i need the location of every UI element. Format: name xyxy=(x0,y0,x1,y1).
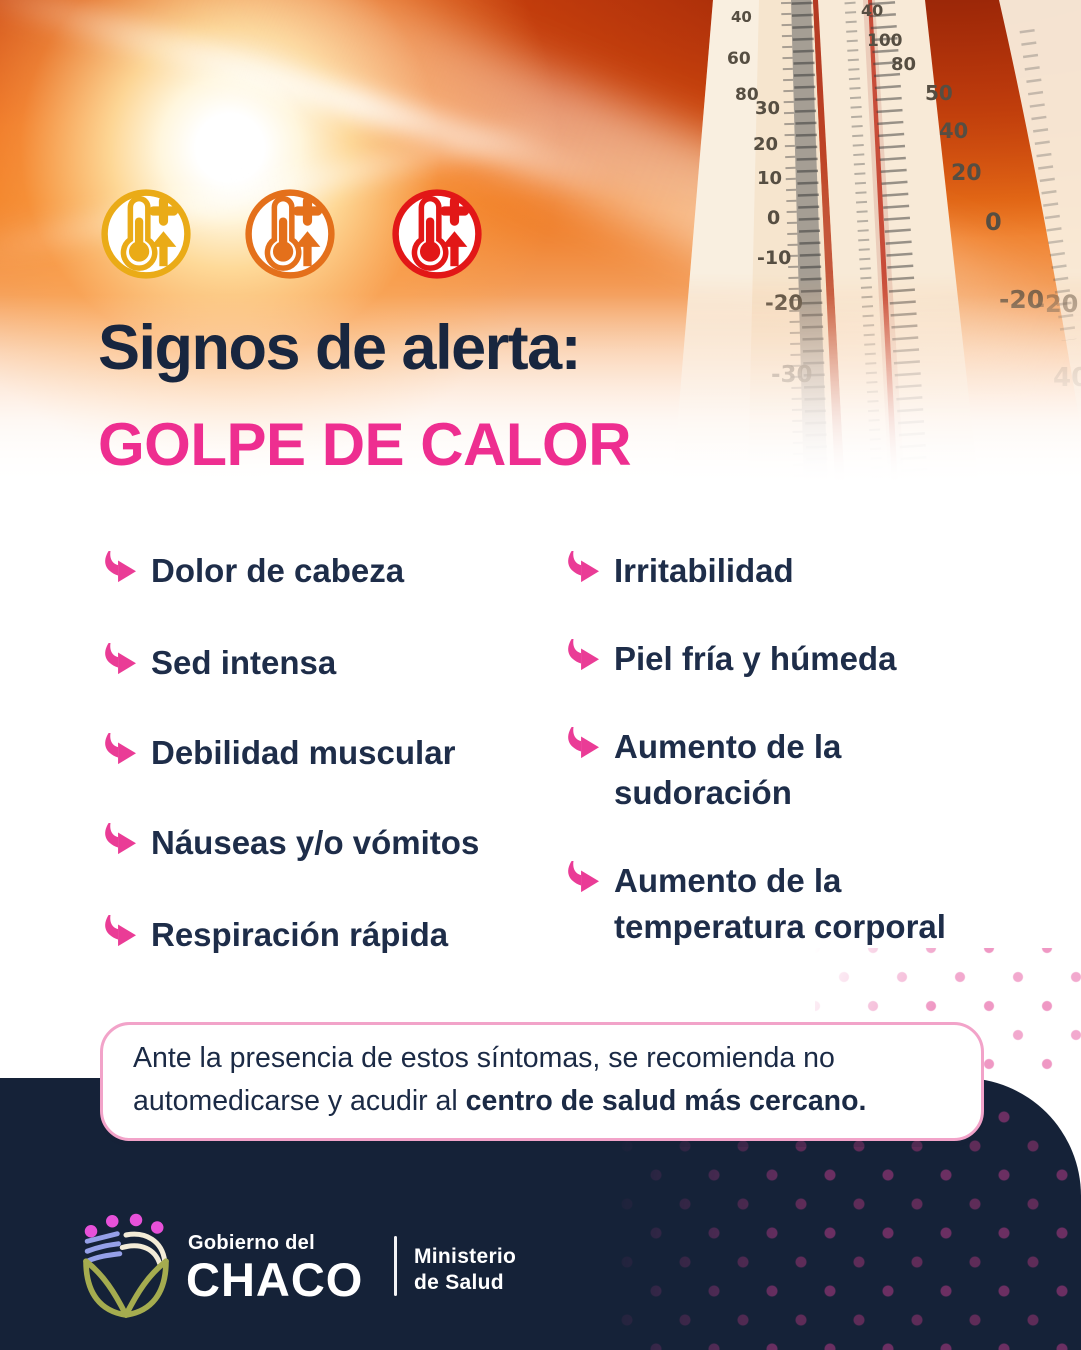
symptom-label: Debilidad muscular xyxy=(151,734,456,771)
symptom-label: Náuseas y/o vómitos xyxy=(151,824,480,861)
curved-arrow-icon xyxy=(105,733,136,765)
scale-number: 80 xyxy=(735,85,759,105)
recommendation-note: Ante la presencia de estos síntomas, se … xyxy=(100,1022,984,1141)
heat-alert-orange-icon xyxy=(244,188,336,280)
chaco-government-logo xyxy=(83,1213,169,1318)
symptom-item: Debilidad muscular xyxy=(100,730,560,776)
scale-number: 40 xyxy=(731,8,752,26)
scale-number: 30 xyxy=(755,98,780,119)
tick-marks xyxy=(844,1,886,524)
scale-number: 40 xyxy=(939,119,968,143)
symptom-item: Aumento de la temperatura corporal xyxy=(563,858,983,949)
ministry-line1: Ministerio xyxy=(414,1245,517,1268)
scale-number: 0 xyxy=(767,207,780,229)
tick-marks xyxy=(1019,28,1077,342)
gov-small-label: Gobierno del xyxy=(188,1232,315,1254)
thermometer-up-icon xyxy=(245,189,335,279)
symptom-label: Piel fría y húmeda xyxy=(614,640,897,677)
curved-arrow-icon xyxy=(568,551,599,583)
symptom-item: Aumento de la sudoración xyxy=(563,724,983,815)
gov-chaco-label: CHACO xyxy=(186,1253,364,1306)
curved-arrow-icon xyxy=(105,823,136,855)
symptom-label: Irritabilidad xyxy=(614,552,794,589)
page-title: Signos de alerta: xyxy=(98,313,582,383)
symptom-label: Aumento de la sudoración xyxy=(614,728,842,811)
scale-number: 40 xyxy=(861,1,883,20)
heat-alert-red-icon xyxy=(391,188,483,280)
symptom-label: Sed intensa xyxy=(151,644,337,681)
curved-arrow-icon xyxy=(105,643,136,675)
symptom-item: Náuseas y/o vómitos xyxy=(100,820,560,866)
thermometer-up-icon xyxy=(392,189,482,279)
scale-number: 20 xyxy=(753,134,778,155)
note-text: Ante la presencia de estos síntomas, se … xyxy=(133,1042,835,1118)
curved-arrow-icon xyxy=(568,639,599,671)
logo-divider xyxy=(394,1236,397,1296)
scale-number: 60 xyxy=(727,49,751,69)
symptom-item: Irritabilidad xyxy=(563,548,983,594)
symptom-item: Respiración rápida xyxy=(100,912,560,958)
curved-arrow-icon xyxy=(105,915,136,947)
symptom-label: Aumento de la temperatura corporal xyxy=(614,862,946,945)
note-bold-text: centro de salud más cercano. xyxy=(465,1085,867,1118)
scale-number: -10 xyxy=(757,247,791,269)
curved-arrow-icon xyxy=(568,727,599,759)
scale-number: 100 xyxy=(867,31,903,51)
curved-arrow-icon xyxy=(105,551,136,583)
ministry-line2: de Salud xyxy=(414,1270,504,1294)
hero-white-fade xyxy=(0,295,1081,525)
symptom-label: Dolor de cabeza xyxy=(151,552,405,589)
ministry-label: Ministerio de Salud xyxy=(414,1244,516,1295)
symptom-item: Dolor de cabeza xyxy=(100,548,560,594)
curved-arrow-icon xyxy=(568,861,599,893)
symptom-item: Sed intensa xyxy=(100,640,560,686)
scale-number: 0 xyxy=(985,208,1002,236)
thermometer-up-icon xyxy=(101,189,191,279)
symptom-label: Respiración rápida xyxy=(151,916,449,953)
page-subtitle: GOLPE DE CALOR xyxy=(98,411,632,478)
thermometer-casing xyxy=(999,0,1081,430)
scale-number: 50 xyxy=(925,81,953,105)
hero-photo: 40 60 80 30 20 10 0 -10 -20 -30 40 100 8… xyxy=(0,0,1081,525)
scale-number: 10 xyxy=(757,168,782,189)
symptom-item: Piel fría y húmeda xyxy=(563,636,983,682)
scale-number: 20 xyxy=(951,161,982,186)
scale-number: 80 xyxy=(891,54,916,75)
heat-alert-yellow-icon xyxy=(100,188,192,280)
